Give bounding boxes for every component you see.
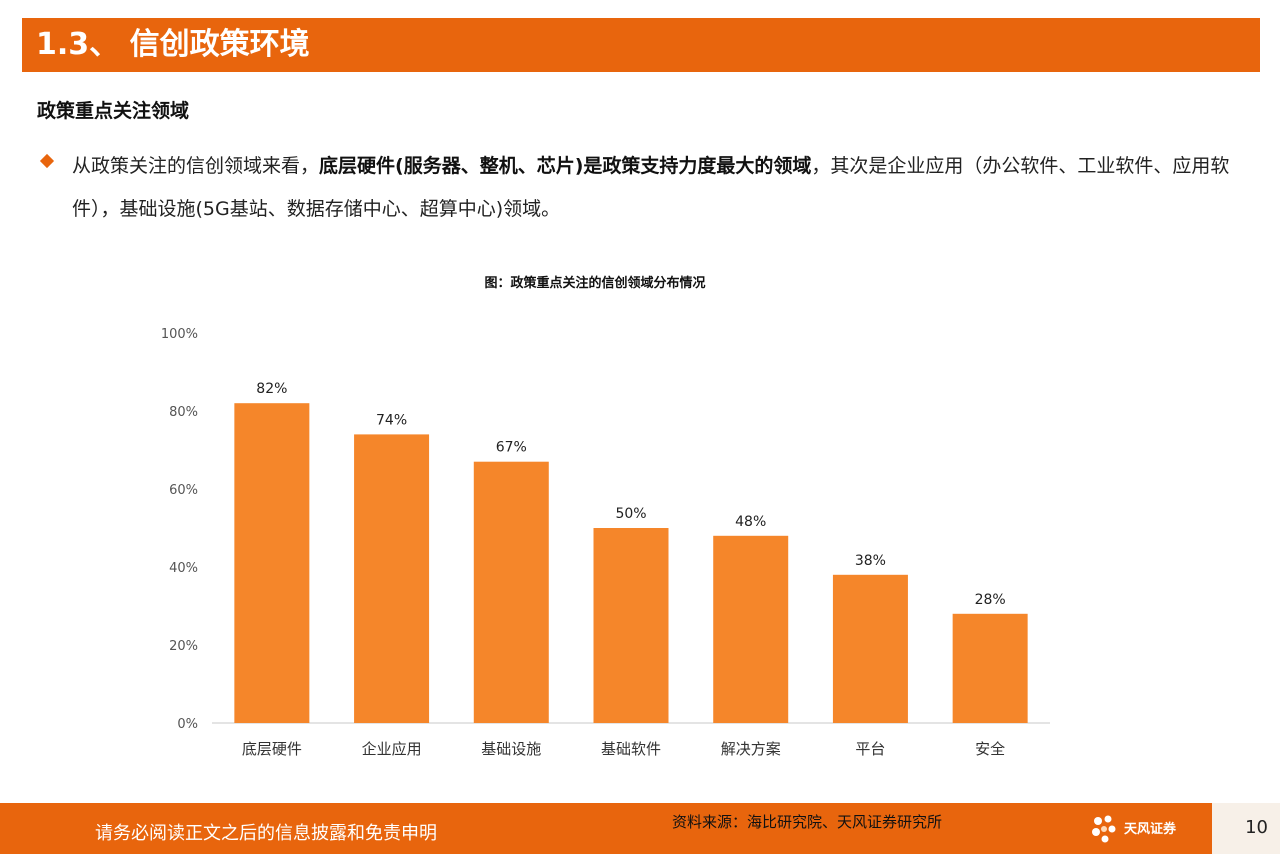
bar-chart: 0% 20% 40% 60% 80% 100% 82% 底层硬件 74% 企业应用 67% 基础设施 5… [161, 327, 1050, 758]
page-title: 1.3、 信创政策环境 [36, 27, 310, 62]
bar [952, 613, 1028, 723]
x-category-label: 底层硬件 [242, 740, 302, 758]
footer-source: 资料来源：海比研究院、天风证券研究所 [672, 813, 943, 831]
page-number: 10 [1245, 817, 1268, 838]
bar [234, 403, 310, 723]
bullet-paragraph: 从政策关注的信创领域来看，底层硬件(服务器、整机、芯片)是政策支持力度最大的领域… [72, 145, 1252, 231]
y-tick-label: 0% [177, 717, 198, 732]
x-category-label: 解决方案 [721, 740, 781, 758]
x-category-label: 企业应用 [362, 740, 422, 758]
footer-bar: 请务必阅读正文之后的信息披露和免责申明 资料来源：海比研究院、天风证券研究所 天… [0, 803, 1280, 854]
bar [832, 574, 908, 723]
bar [593, 528, 669, 723]
y-tick-label: 40% [169, 561, 198, 576]
y-tick-label: 60% [169, 483, 198, 498]
logo-flower-icon [1092, 815, 1116, 843]
logo-text: 天风证券 [1124, 822, 1177, 837]
x-category-label: 基础设施 [481, 740, 541, 758]
bullet-text-part1: 从政策关注的信创领域来看， [72, 155, 320, 177]
header-bar: 1.3、 信创政策环境 [22, 18, 1260, 72]
x-category-label: 基础软件 [601, 740, 661, 758]
x-category-label: 安全 [975, 740, 1005, 758]
company-logo: 天风证券 [1088, 813, 1188, 845]
y-tick-label: 80% [169, 405, 198, 420]
bar-value-label: 74% [376, 412, 407, 428]
bullet-text-part2: ，其次是企业应用（办公软件、工业软件、应用软件），基础设施(5G基站、数据存储中… [72, 155, 1230, 220]
x-category-label: 平台 [855, 740, 885, 758]
footer-disclaimer: 请务必阅读正文之后的信息披露和免责申明 [95, 823, 437, 844]
bar [473, 461, 549, 723]
chart-title: 图：政策重点关注的信创领域分布情况 [484, 276, 706, 291]
y-tick-label: 100% [161, 327, 198, 342]
bar [713, 535, 789, 723]
bar [354, 434, 430, 723]
bar-value-label: 28% [975, 592, 1006, 608]
section-subtitle: 政策重点关注领域 [37, 100, 190, 122]
bar-value-label: 67% [496, 440, 527, 456]
bar-value-label: 82% [256, 381, 287, 397]
bar-value-label: 38% [855, 553, 886, 569]
bar-value-label: 48% [735, 514, 766, 530]
y-tick-label: 20% [169, 639, 198, 654]
bar-value-label: 50% [615, 506, 646, 522]
page-number-box: 10 [1212, 803, 1280, 854]
bullet-text-bold: 底层硬件(服务器、整机、芯片)是政策支持力度最大的领域 [319, 155, 812, 177]
